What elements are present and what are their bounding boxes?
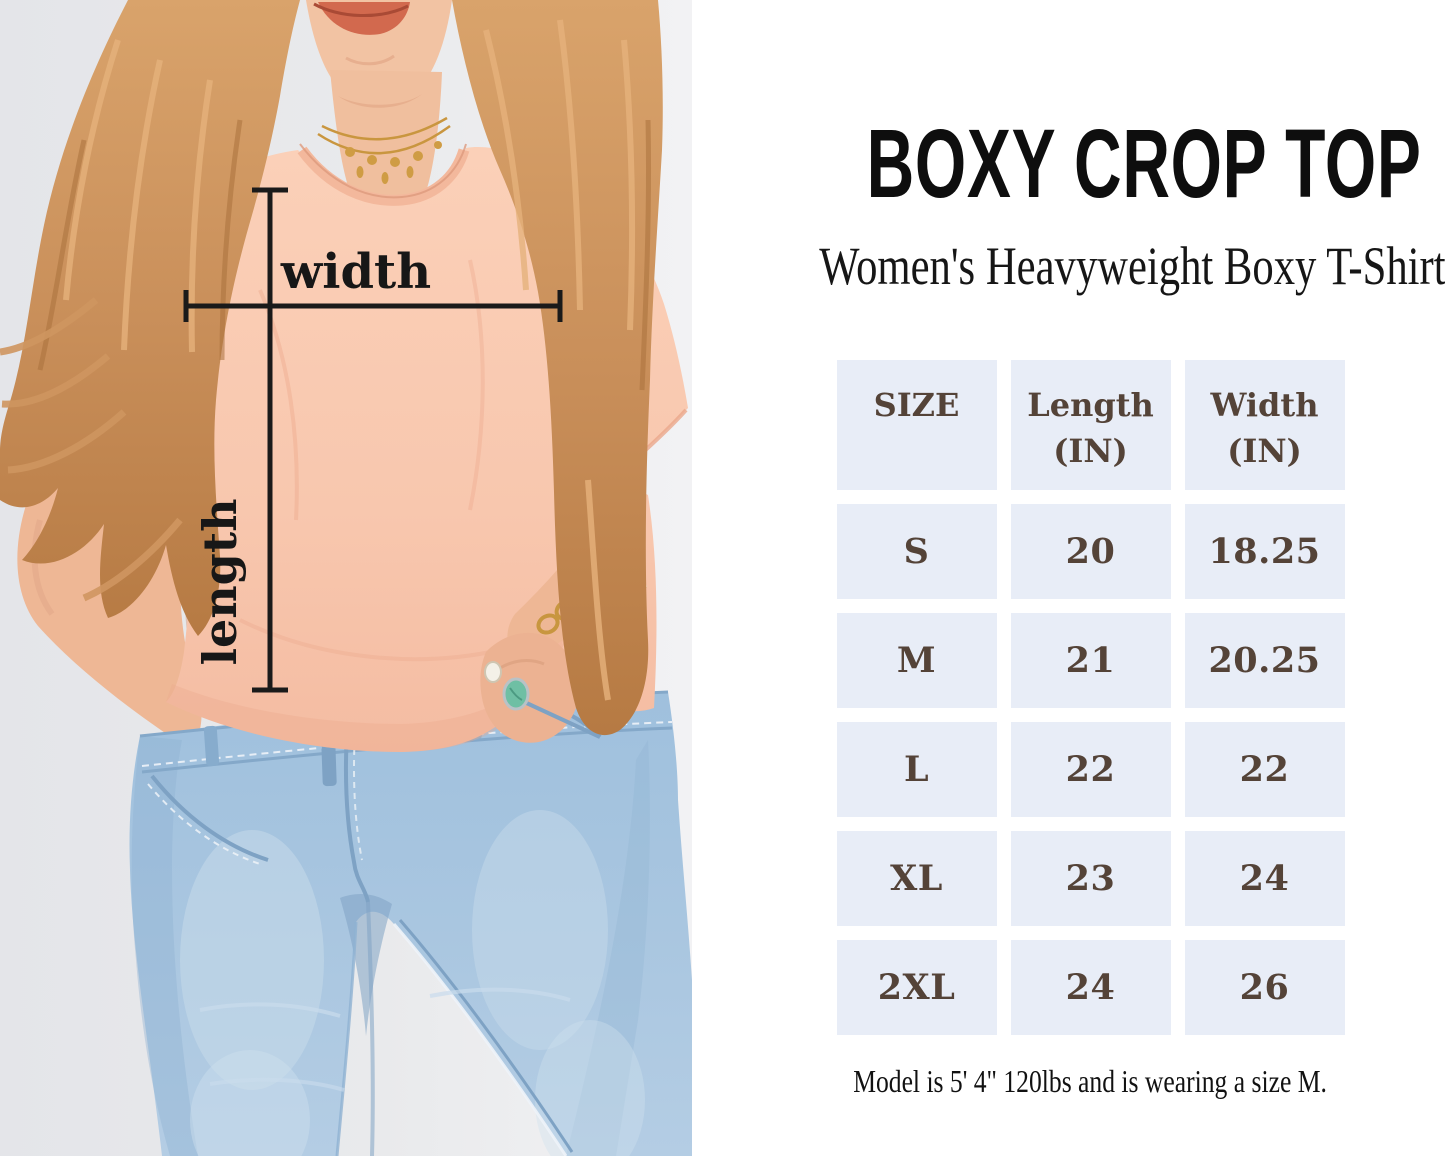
header-cell-length: Length (IN) [1010, 360, 1171, 490]
lips [318, 2, 410, 35]
cell-width-xl: 24 [1184, 831, 1345, 926]
page-title-text: BOXY CROP TOP [866, 109, 1422, 218]
cell-width-2xl: 26 [1184, 940, 1345, 1035]
model-info-note: Model is 5' 4" 120lbs and is wearing a s… [736, 1061, 1445, 1101]
page-title: BOXY CROP TOP [736, 114, 1445, 214]
cell-width-l: 22 [1184, 722, 1345, 817]
header-size-line1: SIZE [873, 386, 960, 424]
hair [0, 0, 663, 736]
header-cell-size: SIZE [836, 360, 997, 490]
header-width-line1: Width [1210, 386, 1319, 424]
cell-width-s: 18.25 [1184, 504, 1345, 599]
model-info-text: Model is 5' 4" 120lbs and is wearing a s… [853, 1063, 1328, 1099]
cell-size-xl: XL [836, 831, 997, 926]
cell-length-l: 22 [1010, 722, 1171, 817]
rings [484, 661, 530, 711]
cell-size-s: S [836, 504, 997, 599]
header-length-line2: (IN) [1053, 432, 1128, 470]
cell-size-l: L [836, 722, 997, 817]
size-chart-panel: BOXY CROP TOP Women's Heavyweight Boxy T… [692, 0, 1445, 1156]
header-length-line1: Length [1027, 386, 1154, 424]
width-label: width [280, 244, 431, 300]
cell-length-s: 20 [1010, 504, 1171, 599]
cell-size-m: M [836, 613, 997, 708]
jeans [129, 662, 692, 1156]
cell-width-m: 20.25 [1184, 613, 1345, 708]
size-chart-table: SIZE Length (IN) Width (IN) S 20 18.25 M… [736, 360, 1445, 1035]
product-subtitle-text: Women's Heavyweight Boxy T-Shirt [819, 236, 1445, 296]
cell-length-2xl: 24 [1010, 940, 1171, 1035]
header-width-line2: (IN) [1227, 432, 1302, 470]
model-photo: width length [0, 0, 692, 1156]
measurement-overlay [183, 187, 563, 693]
cell-size-2xl: 2XL [836, 940, 997, 1035]
cell-length-m: 21 [1010, 613, 1171, 708]
model-photo-illustration: width length [0, 0, 692, 1156]
product-subtitle: Women's Heavyweight Boxy T-Shirt [736, 236, 1445, 296]
header-cell-width: Width (IN) [1184, 360, 1345, 490]
length-label: length [193, 498, 247, 665]
width-measure-line [183, 290, 563, 322]
necklace [317, 116, 451, 184]
length-measure-line [252, 187, 288, 693]
cell-length-xl: 23 [1010, 831, 1171, 926]
